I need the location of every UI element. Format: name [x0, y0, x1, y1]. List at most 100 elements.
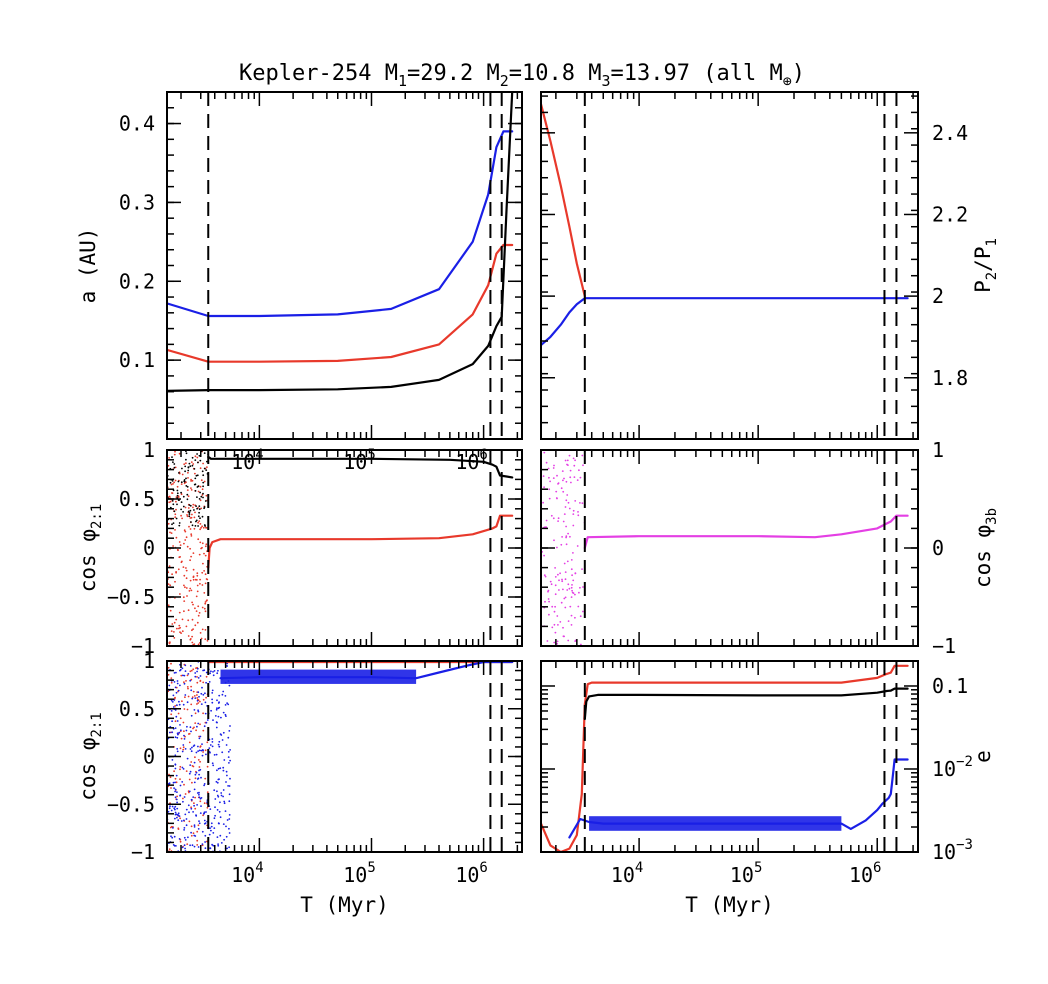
y-axis-label-right: e [971, 750, 995, 763]
scatter-dot [569, 535, 571, 538]
scatter-dot [186, 757, 189, 760]
scatter-dot [180, 493, 183, 496]
x-axis-label: T (Myr) [300, 893, 389, 917]
scatter-dot [188, 515, 191, 518]
scatter-dot [180, 501, 183, 503]
scatter-dot [199, 582, 201, 585]
scatter-dot [187, 673, 190, 675]
scatter-dot [552, 467, 555, 469]
scatter-dot [174, 513, 177, 516]
y-axis-label: a (AU) [76, 228, 100, 304]
scatter-dot [213, 670, 216, 672]
scatter-dot [169, 500, 172, 503]
scatter-dot [173, 510, 176, 513]
scatter-dot [548, 497, 551, 500]
scatter-dot [169, 531, 171, 534]
y-tick-label: 0.3 [119, 190, 155, 214]
scatter-dot [194, 477, 197, 480]
scatter-dot [214, 798, 217, 800]
scatter-dot [199, 746, 202, 748]
scatter-dot [182, 748, 185, 751]
scatter-dot [188, 772, 191, 775]
scatter-dot [195, 610, 198, 612]
scatter-dot [189, 638, 192, 641]
y-tick-label: 2.2 [932, 202, 968, 226]
scatter-dot [205, 469, 208, 471]
panel-top-left: 1041051060.10.20.30.4a (AU) [76, 91, 523, 474]
scatter-dot [203, 725, 206, 728]
scatter-dot [192, 568, 195, 571]
scatter-dot [225, 744, 228, 746]
scatter-dot [182, 768, 185, 770]
scatter-dot [191, 456, 194, 459]
scatter-dot [188, 590, 191, 592]
scatter-dot [199, 523, 202, 525]
scatter-dot [208, 681, 211, 683]
scatter-dot [570, 596, 573, 598]
scatter-dot [559, 572, 561, 575]
scatter-dot [199, 723, 201, 726]
scatter-dot [200, 637, 203, 640]
axes-frame [540, 91, 919, 440]
scatter-dot [187, 687, 189, 690]
axes-frame [166, 91, 523, 440]
scatter-dot [214, 806, 216, 809]
scatter-dot [169, 776, 172, 779]
scatter-dot [183, 584, 185, 587]
scatter-dot [191, 513, 193, 516]
scatter-dot [174, 516, 177, 519]
scatter-dot [197, 485, 200, 488]
scatter-dot [202, 496, 204, 499]
scatter-dot [565, 543, 568, 546]
scatter-dot [175, 618, 178, 621]
scatter-dot [572, 592, 575, 594]
scatter-dot [567, 501, 570, 504]
scatter-dot [172, 522, 175, 524]
scatter-dot [194, 672, 197, 674]
scatter-dot [564, 459, 567, 462]
scatter-dot [206, 806, 209, 809]
scatter-dot [549, 480, 551, 483]
scatter-dot [188, 741, 191, 744]
y-tick-label: 2.4 [932, 121, 968, 145]
scatter-dot [563, 635, 565, 638]
scatter-dot [189, 748, 192, 750]
scatter-dot [202, 681, 205, 684]
scatter-dot [196, 839, 199, 842]
panel-bottom-right: 104 105 106 10−3 10−2 0.1 e T (Myr) [540, 660, 995, 917]
scatter-dot [185, 477, 187, 480]
scatter-dot [196, 667, 199, 670]
scatter-dot [176, 548, 179, 551]
scatter-dot [562, 520, 565, 523]
scatter-dot [222, 789, 225, 791]
scatter-dot [202, 693, 205, 696]
scatter-dot [189, 465, 192, 468]
scatter-dot [167, 810, 170, 813]
scatter-dot [198, 508, 201, 511]
scatter-dot [212, 674, 215, 677]
scatter-dot [191, 629, 193, 632]
scatter-dot [565, 499, 568, 502]
scatter-dot [170, 699, 173, 702]
scatter-dot [564, 571, 567, 573]
scatter-dot [195, 814, 197, 816]
scatter-dot [215, 753, 218, 756]
scatter-dot [189, 670, 192, 673]
scatter-dot [170, 681, 173, 684]
scatter-dot [582, 464, 584, 467]
scatter-dot [174, 805, 177, 808]
scatter-dot [195, 519, 198, 522]
scatter-dot [553, 641, 556, 644]
scatter-dot [193, 781, 196, 784]
y-tick-label: 1 [143, 438, 155, 462]
scatter-dot [171, 720, 174, 723]
scatter-dot [179, 669, 181, 672]
scatter-dot [183, 829, 186, 831]
scatter-dot [193, 643, 196, 645]
scatter-dot [196, 507, 199, 510]
scatter-dot [197, 461, 199, 464]
scatter-dot [582, 610, 584, 613]
scatter-dot [181, 467, 183, 470]
scatter-dot [199, 700, 201, 703]
scatter-dot [550, 514, 553, 517]
